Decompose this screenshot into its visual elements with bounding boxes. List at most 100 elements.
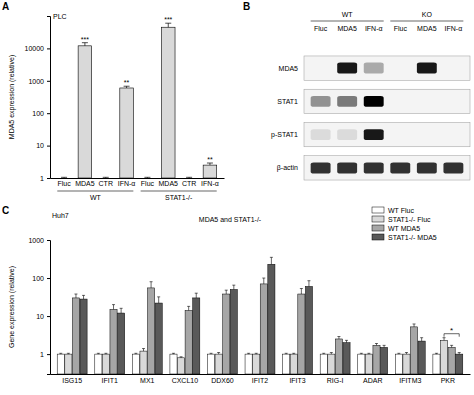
error-bar (144, 177, 150, 178)
error-bar (82, 43, 88, 46)
bar (343, 343, 350, 374)
bar (245, 354, 252, 374)
error-bar (67, 353, 70, 355)
error-bar (247, 353, 250, 355)
band (390, 63, 410, 74)
figure: APLC**********110100100010000FlucMDA5CTR… (0, 0, 474, 395)
error-bar (225, 290, 228, 294)
bar (120, 88, 134, 178)
tick: 1000 (28, 78, 50, 85)
bar (223, 294, 230, 374)
error-bar (270, 257, 273, 264)
error-bar (150, 282, 153, 288)
error-bar (300, 289, 303, 294)
legend-swatch (372, 207, 384, 213)
tick: 1 (40, 175, 50, 182)
group-line (390, 21, 463, 22)
bar (260, 284, 267, 374)
band (311, 96, 331, 107)
tick: ADAR (363, 377, 382, 384)
significance: ** (207, 156, 213, 163)
tick-label: ISG15 (62, 377, 82, 384)
tick-label: 10 (36, 313, 44, 320)
legend-label: WT Fluc (388, 207, 414, 214)
row-label: STAT1 (277, 98, 298, 105)
row-label: β-actin (277, 164, 298, 172)
error-bar (124, 86, 130, 88)
axis-line (47, 17, 51, 179)
tick-label: IFN-α (201, 180, 219, 187)
tick-mark (47, 278, 50, 279)
bar (207, 354, 214, 374)
tick-label: MDA5 (159, 180, 179, 187)
band (337, 162, 357, 173)
group-label: STAT1-/- (165, 194, 193, 201)
error-bar (435, 353, 438, 355)
tick: MDA5 (159, 180, 179, 187)
error-bar (217, 353, 220, 355)
tick-label: CTR (182, 180, 196, 187)
lane-label: IFN-α (445, 25, 463, 32)
bar (328, 354, 335, 374)
error-bar (375, 344, 378, 346)
bar (253, 354, 260, 374)
bar (433, 354, 440, 374)
band (417, 129, 437, 140)
tick: 100 (32, 275, 50, 282)
bars (57, 257, 463, 374)
panel-letter: C (2, 205, 9, 216)
lane-label: IFN-α (365, 25, 383, 32)
blot-frame (304, 156, 470, 180)
tick-label: MX1 (140, 377, 155, 384)
bar (140, 351, 147, 374)
bar (456, 354, 463, 374)
bar (320, 354, 327, 374)
tick-mark (47, 81, 50, 82)
bar (203, 165, 217, 178)
band (364, 63, 384, 74)
y-axis-title: Gene expression (relative) (8, 266, 16, 348)
tick-label: CXCL10 (172, 377, 199, 384)
legend-label: STAT1-/- Fluc (388, 216, 431, 223)
lane-label: MDA5 (417, 25, 437, 32)
tick: 10 (36, 313, 50, 320)
tick-mark (47, 354, 50, 355)
band (417, 162, 437, 173)
tick-label: IFIT2 (252, 377, 268, 384)
tick: Fluc (57, 180, 71, 187)
error-bar (458, 353, 461, 355)
group-line (311, 21, 384, 22)
error-bar (74, 294, 77, 298)
tick-label: PKR (441, 377, 455, 384)
panel-b: BWTKOFlucMDA5IFN-αFlucMDA5IFN-αMDA5STAT1… (243, 1, 470, 180)
bar (230, 289, 237, 374)
error-bar (367, 353, 370, 355)
bar (440, 340, 447, 374)
bar (381, 347, 388, 374)
tick-label: RIG-I (327, 377, 344, 384)
error-bar (307, 281, 310, 287)
error-bar (195, 293, 198, 298)
band (337, 129, 357, 140)
chart-title: MDA5 and STAT1-/- (199, 216, 262, 223)
group-line (141, 191, 217, 192)
error-bar (262, 278, 265, 284)
chart-subtitle: Huh7 (52, 212, 69, 219)
error-bar (232, 285, 235, 289)
tick: IFIT1 (102, 377, 118, 384)
significance: *** (164, 16, 172, 23)
group-label: KO (422, 11, 433, 18)
bar (99, 178, 113, 179)
band (390, 162, 410, 173)
bar (178, 358, 185, 374)
error-bar (337, 337, 340, 339)
y-axis-title: MDA5 expression (relative) (8, 55, 16, 139)
bar (268, 264, 275, 374)
bar (395, 354, 402, 374)
bar (118, 313, 125, 374)
tick: 10000 (25, 45, 50, 52)
group-label: WT (342, 11, 354, 18)
tick-label: MDA5 (75, 180, 95, 187)
error-bar (383, 345, 386, 347)
band (390, 129, 410, 140)
